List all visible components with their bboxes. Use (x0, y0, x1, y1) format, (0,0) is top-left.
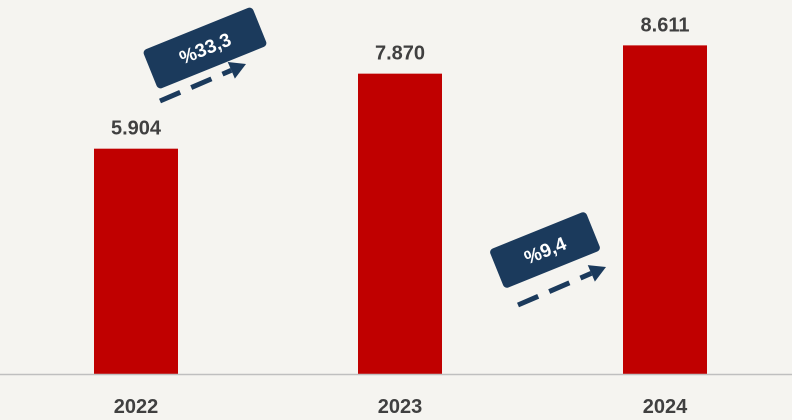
bar-2022 (94, 149, 178, 374)
x-tick-label-2024: 2024 (643, 396, 688, 418)
bar-2024 (623, 45, 707, 374)
x-tick-label-2023: 2023 (378, 396, 423, 418)
bar-2023 (358, 74, 442, 374)
data-label-2022: 5.904 (111, 118, 162, 140)
data-label-2024: 8.611 (641, 14, 690, 36)
data-label-2023: 7.870 (375, 43, 425, 65)
growth-badge-1: %33,3 (142, 6, 267, 89)
x-tick-label-2022: 2022 (114, 396, 159, 418)
